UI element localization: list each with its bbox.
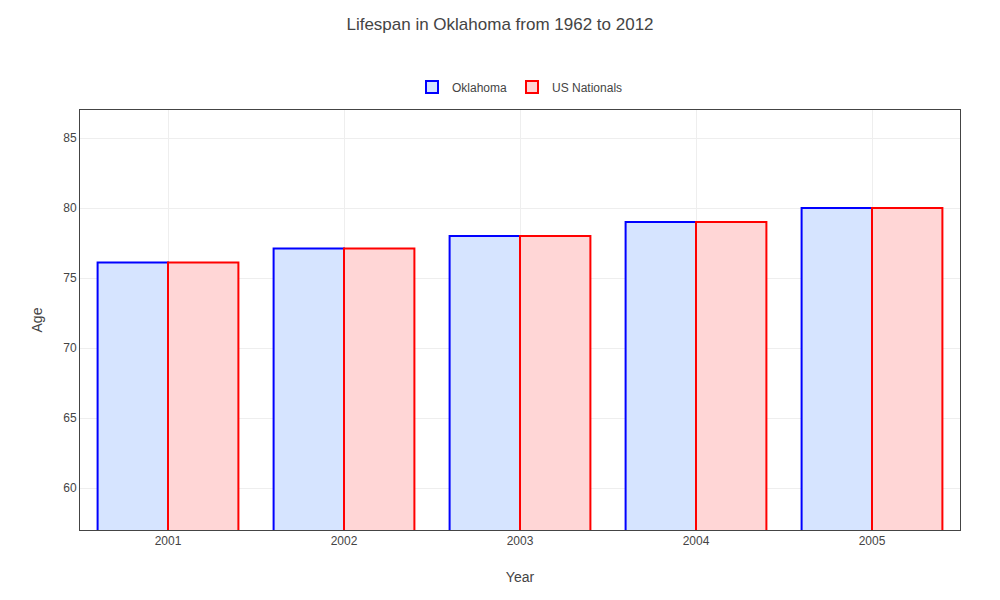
svg-text:Oklahoma: Oklahoma	[452, 81, 507, 95]
svg-text:2003: 2003	[507, 534, 534, 548]
svg-text:Age: Age	[29, 307, 45, 332]
svg-text:2004: 2004	[683, 534, 710, 548]
svg-text:2005: 2005	[859, 534, 886, 548]
svg-text:2002: 2002	[331, 534, 358, 548]
svg-text:Lifespan in Oklahoma from 1962: Lifespan in Oklahoma from 1962 to 2012	[346, 15, 653, 34]
svg-text:60: 60	[63, 481, 77, 495]
svg-text:Year: Year	[506, 569, 535, 585]
svg-text:80: 80	[63, 201, 77, 215]
svg-text:85: 85	[63, 131, 77, 145]
svg-text:US Nationals: US Nationals	[552, 81, 622, 95]
svg-text:75: 75	[63, 271, 77, 285]
svg-text:65: 65	[63, 411, 77, 425]
svg-text:2001: 2001	[155, 534, 182, 548]
svg-text:70: 70	[63, 341, 77, 355]
